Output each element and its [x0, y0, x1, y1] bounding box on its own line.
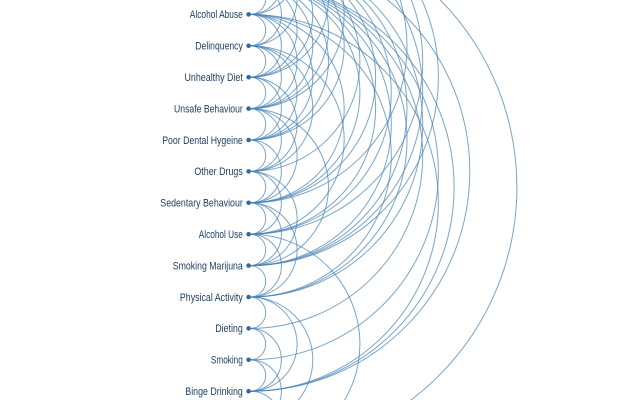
- svg-text:Physical Activity: Physical Activity: [180, 292, 243, 304]
- svg-text:Unhealthy Diet: Unhealthy Diet: [185, 72, 243, 84]
- svg-text:Dieting: Dieting: [215, 323, 243, 335]
- svg-text:Poor Dental Hygeine: Poor Dental Hygeine: [162, 135, 243, 147]
- svg-text:Alcohol Abuse: Alcohol Abuse: [190, 9, 243, 21]
- svg-text:Unsafe Behaviour: Unsafe Behaviour: [174, 103, 243, 115]
- svg-text:Binge Drinking: Binge Drinking: [185, 386, 243, 398]
- svg-text:Delinquency: Delinquency: [195, 41, 243, 53]
- svg-text:Sedentary Behaviour: Sedentary Behaviour: [160, 198, 243, 210]
- svg-text:Smoking: Smoking: [211, 355, 243, 367]
- svg-text:Alcohol Use: Alcohol Use: [199, 229, 243, 241]
- svg-text:Other Drugs: Other Drugs: [194, 166, 243, 178]
- svg-text:Smoking Marijuna: Smoking Marijuna: [173, 260, 244, 272]
